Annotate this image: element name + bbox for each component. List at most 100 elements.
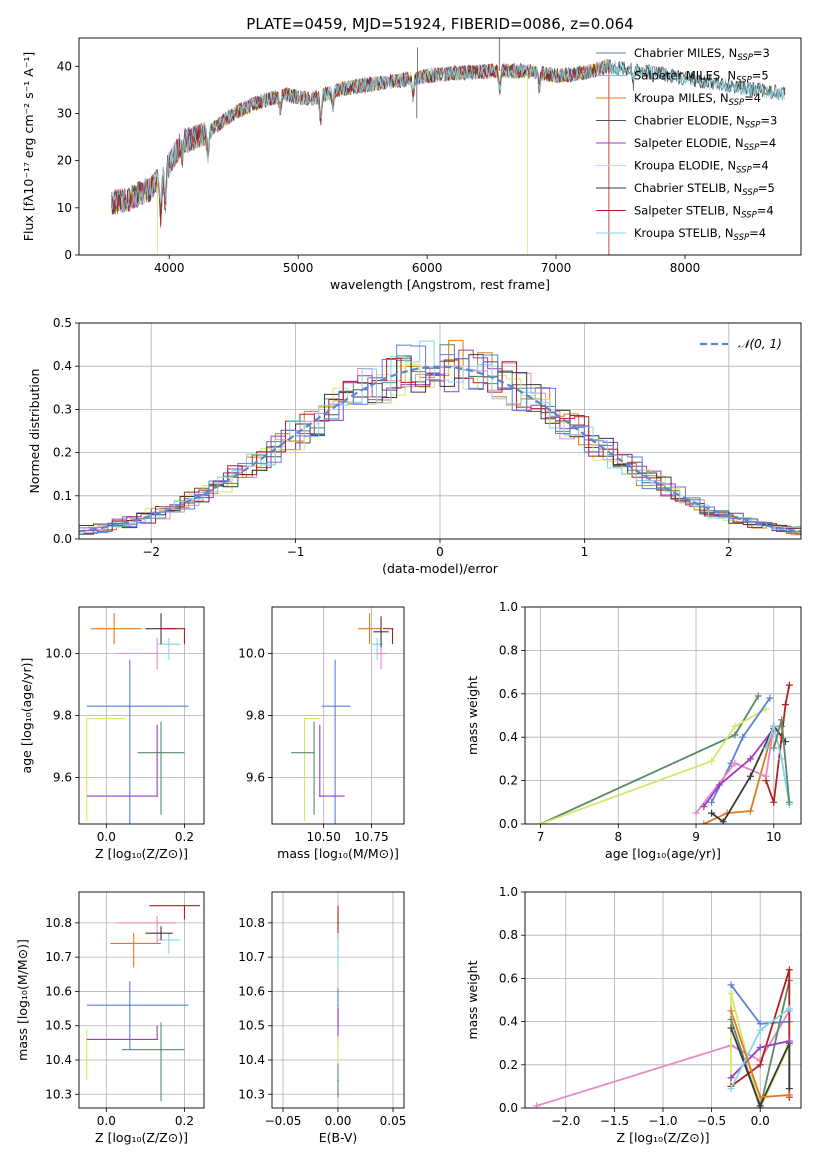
plot-area: [533, 966, 793, 1108]
plus-marker: [762, 705, 770, 713]
data-point: [86, 717, 88, 720]
x-tick-label: −1: [287, 545, 305, 559]
y-tick-label: 0.5: [53, 316, 72, 330]
y-tick-label: 10.5: [45, 1019, 72, 1033]
plot-frame: [271, 891, 405, 1109]
x-axis-label: mass [log₁₀(M/M⊙)]: [277, 846, 399, 861]
x-axis-label: Z [log₁₀(Z/Z⊙)]: [95, 846, 188, 861]
data-point: [337, 1004, 339, 1006]
y-tick-label: 10.4: [238, 1053, 265, 1067]
x-tick-label: 8000: [670, 261, 701, 275]
panel-mass-weight-vs-metallicity: −2.0 −1.5 −1.0 −0.5 0.0 0.0 0.2 0.4 0.6 0.8 1.0 Z […: [465, 885, 802, 1145]
plus-marker: [781, 701, 789, 709]
plus-marker: [785, 966, 793, 974]
y-tick-label: 9.8: [53, 709, 72, 723]
y-tick-label: 0.2: [499, 774, 518, 788]
x-tick-label: 10: [766, 830, 781, 844]
plus-marker: [766, 694, 774, 702]
plus-marker: [756, 1020, 764, 1028]
data-point: [380, 652, 382, 655]
plus-marker: [739, 733, 747, 741]
plot-frame: [78, 606, 205, 825]
y-tick-label: 0.2: [53, 446, 72, 460]
data-point: [337, 922, 339, 924]
x-tick-label: −0.5: [697, 1114, 726, 1128]
y-tick-label: 10.3: [45, 1087, 72, 1101]
y-tick-label: 0.6: [499, 687, 518, 701]
plus-marker: [700, 820, 708, 824]
plus-marker: [756, 1102, 764, 1108]
legend-entry: Salpeter ELODIE, NSSP=4: [634, 136, 776, 153]
y-tick-label: 0.8: [499, 928, 518, 942]
data-point: [391, 627, 394, 630]
x-tick-label: 2: [725, 545, 733, 559]
plus-marker: [756, 1093, 764, 1101]
data-point: [160, 1048, 162, 1051]
legend-entry: Salpeter STELIB, NSSP=4: [634, 204, 774, 221]
y-tick-label: 10.5: [238, 1019, 265, 1033]
y-tick-label: 40: [57, 59, 72, 73]
plus-marker: [727, 990, 735, 998]
plus-marker: [727, 1024, 735, 1032]
plus-marker: [727, 1074, 735, 1082]
panel-age-vs-mass: 10.50 10.75 9.6 9.8 10.0 mass [log₁₀(M/M⊙)]: [238, 606, 405, 861]
plus-marker: [778, 755, 786, 763]
panel-mass-vs-extinction: −0.05 0.00 0.05 10.3 10.4 10.5 10.6 10.7 10.8 E(B…: [238, 891, 406, 1145]
y-tick-label: 0.8: [499, 643, 518, 657]
legend-subscript: SSP: [741, 211, 757, 221]
y-tick-label: 9.6: [53, 771, 72, 785]
x-axis-label: (data-model)/error: [382, 561, 499, 576]
figure-title: PLATE=0459, MJD=51924, FIBERID=0086, z=0…: [246, 15, 633, 33]
mass-weight-series: [730, 1027, 791, 1108]
data-point: [368, 627, 371, 630]
legend-subscript: SSP: [736, 76, 752, 86]
mass-weight-series: [730, 980, 791, 1108]
data-point: [337, 1052, 339, 1054]
y-tick-label: 30: [57, 106, 72, 120]
plus-marker: [785, 1005, 793, 1013]
legend-entry: Salpeter MILES, NSSP=5: [634, 69, 769, 86]
y-axis-label: age [log₁₀(age/yr)]: [19, 658, 34, 774]
y-tick-label: 10: [57, 201, 72, 215]
data-point: [128, 1004, 131, 1006]
x-tick-label: −0.05: [265, 1114, 302, 1128]
data-point: [113, 627, 115, 630]
y-tick-label: 0.3: [53, 402, 72, 416]
histogram-series: [83, 357, 801, 534]
data-point: [334, 705, 336, 707]
plot-frame: [524, 606, 802, 825]
mass-weight-series: [730, 969, 791, 1098]
plus-marker: [715, 781, 723, 789]
data-point: [156, 652, 158, 655]
legend-suffix: =4: [759, 136, 776, 150]
y-tick-label: 0.0: [53, 532, 72, 546]
legend-label: Salpeter STELIB, N: [634, 204, 741, 218]
plus-marker: [746, 807, 754, 815]
data-point: [183, 627, 186, 630]
y-tick-label: 10.8: [238, 916, 265, 930]
plus-marker: [785, 1037, 793, 1045]
x-tick-label: 10.50: [306, 830, 340, 844]
y-tick-label: 0: [64, 248, 72, 262]
legend-subscript: SSP: [745, 121, 761, 131]
plus-marker: [708, 809, 716, 817]
y-tick-label: 10.7: [45, 950, 72, 964]
y-axis-label: mass weight: [465, 960, 480, 1039]
plus-marker: [731, 759, 739, 767]
data-point: [160, 932, 162, 934]
plus-marker: [727, 981, 735, 989]
legend-suffix: =4: [744, 91, 761, 105]
legend-suffix: =3: [760, 114, 777, 128]
y-axis-label: Normed distribution: [27, 369, 42, 494]
mass-weight-series: [540, 708, 767, 824]
plus-marker: [770, 744, 778, 752]
plus-marker: [762, 777, 770, 785]
y-tick-label: 9.8: [246, 709, 265, 723]
y-tick-label: 0.2: [499, 1058, 518, 1072]
plus-marker: [708, 798, 716, 806]
x-tick-label: 4000: [154, 261, 185, 275]
plus-marker: [756, 1044, 764, 1052]
data-point: [380, 631, 382, 633]
mass-weight-series: [703, 727, 775, 808]
legend-label: Kroupa MILES, N: [634, 91, 729, 105]
